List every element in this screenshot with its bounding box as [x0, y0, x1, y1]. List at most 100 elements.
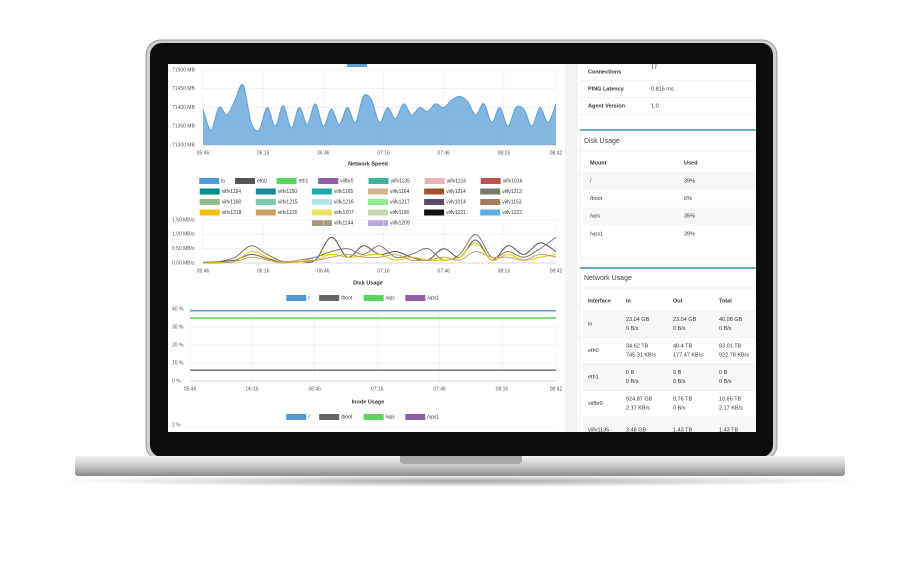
- table-cell: 0 B: [719, 370, 728, 376]
- table-cell: 48.4 TB: [673, 343, 692, 349]
- legend-label: viifv1135: [391, 178, 411, 184]
- x-tick-label: 06:46: [317, 268, 330, 274]
- column-header: Out: [673, 298, 683, 304]
- legend-label: viifv1218: [222, 210, 242, 216]
- legend-label: viifv1016: [503, 178, 523, 184]
- x-tick-label: 08:42: [550, 386, 563, 392]
- table-cell: eth1: [588, 374, 599, 380]
- row-stripe: [582, 311, 755, 338]
- series-line: [202, 251, 557, 264]
- legend-swatch: [480, 209, 501, 216]
- x-tick-label: 06:16: [257, 150, 270, 156]
- legend-swatch: [424, 209, 445, 216]
- legend-swatch: [311, 209, 332, 216]
- y-tick-label: 1.00 MB/s: [172, 232, 195, 238]
- y-tick-label: 71300 MB: [172, 142, 195, 148]
- y-tick-label: 0 %: [172, 378, 181, 384]
- table-cell: viifbr0: [588, 401, 603, 407]
- table-cell: eth0: [588, 348, 599, 354]
- info-value: 0.815 ms: [651, 86, 674, 92]
- y-tick-label: 1.50 MB/s: [172, 217, 195, 223]
- legend-label: viifv1221: [446, 210, 466, 216]
- x-tick-label: 07:16: [377, 268, 390, 274]
- y-tick-label: 71350 MB: [172, 124, 195, 130]
- legend-swatch: [311, 188, 332, 195]
- x-tick-label: 05:46: [184, 386, 197, 392]
- y-tick-label: 0.00 MB/s: [172, 260, 195, 266]
- legend-swatch: [405, 414, 426, 420]
- x-tick-label: 08:42: [550, 150, 563, 156]
- table-cell: 0 B: [626, 370, 635, 376]
- legend-swatch: [199, 178, 220, 184]
- info-value: 17: [651, 64, 657, 70]
- table-cell: 83.01 TB: [719, 343, 742, 349]
- legend-label: viifv1222: [502, 210, 522, 216]
- table-cell: 177.47 KB/s: [673, 352, 703, 358]
- laptop-base: [75, 456, 845, 476]
- info-label: Connections: [588, 69, 621, 75]
- table-cell: 39%: [684, 178, 695, 184]
- table-cell: /vps: [590, 214, 600, 220]
- legend-label: viifv1164: [390, 189, 410, 195]
- chart-title: Inode Usage: [352, 399, 385, 405]
- panel-title: Network Usage: [584, 275, 632, 282]
- column-header: In: [626, 298, 632, 304]
- y-tick-label: 71500 MB: [172, 67, 195, 73]
- legend-swatch: [286, 295, 307, 301]
- legend-swatch: [255, 188, 276, 195]
- table-cell: 39%: [684, 231, 695, 237]
- legend-label: /: [308, 295, 310, 301]
- x-tick-label: 08:16: [496, 386, 509, 392]
- legend-swatch: [255, 209, 276, 216]
- y-tick-label: 20 %: [172, 342, 184, 348]
- legend-label: eth1: [299, 178, 309, 184]
- legend-label: viifv1153: [502, 199, 522, 205]
- legend-swatch: [368, 178, 389, 184]
- legend-swatch: [235, 178, 255, 184]
- table-cell: 0 B/s: [626, 379, 639, 385]
- info-value: 1.0: [651, 103, 659, 109]
- legend-label: viifbr0: [340, 178, 354, 184]
- legend-swatch: [199, 199, 220, 205]
- x-tick-label: 07:46: [437, 268, 450, 274]
- legend-label: /vps: [386, 414, 396, 420]
- panel: [579, 129, 756, 259]
- legend-label: viifv1217: [390, 199, 410, 205]
- legend-label: /boot: [341, 414, 353, 420]
- legend-swatch: [199, 209, 220, 216]
- table-cell: 3.48 GB: [626, 427, 647, 433]
- table-cell: viifv1135: [588, 427, 609, 433]
- area-line: [202, 83, 557, 132]
- legend-label: /vps1: [427, 295, 439, 301]
- x-tick-label: 07:46: [433, 386, 446, 392]
- legend-label: viifv1150: [278, 189, 298, 195]
- table-cell: /vps1: [590, 231, 603, 237]
- x-tick-label: 08:16: [498, 150, 511, 156]
- legend-swatch: [347, 64, 367, 67]
- x-tick-label: 08:42: [550, 268, 563, 274]
- y-tick-label: 71450 MB: [172, 86, 195, 92]
- shadow: [60, 475, 860, 487]
- legend-label: viifv1124: [447, 178, 467, 184]
- legend-swatch: [276, 178, 297, 184]
- row-stripe: [582, 207, 755, 225]
- chart-title: Network Speed: [348, 161, 388, 167]
- legend-label: /boot: [341, 295, 353, 301]
- legend-swatch: [363, 414, 384, 420]
- legend-label: viifv1165: [334, 189, 354, 195]
- table-cell: 0 B/s: [673, 379, 686, 385]
- legend-swatch: [368, 188, 388, 195]
- legend-label: /vps: [386, 295, 396, 301]
- table-cell: 1.43 TB: [673, 427, 692, 433]
- table-cell: 0 B/s: [719, 379, 732, 385]
- legend-swatch: [363, 295, 384, 301]
- table-cell: 6%: [684, 196, 692, 202]
- series-line: [202, 242, 557, 264]
- legend-label: viifv1215: [278, 199, 298, 205]
- legend-swatch: [368, 220, 388, 226]
- x-tick-label: 08:16: [498, 268, 511, 274]
- table-cell: 922.78 KB/s: [719, 352, 749, 358]
- table-cell: 35%: [684, 214, 695, 220]
- row-stripe: [582, 364, 755, 391]
- table-cell: 46.08 GB: [719, 317, 743, 323]
